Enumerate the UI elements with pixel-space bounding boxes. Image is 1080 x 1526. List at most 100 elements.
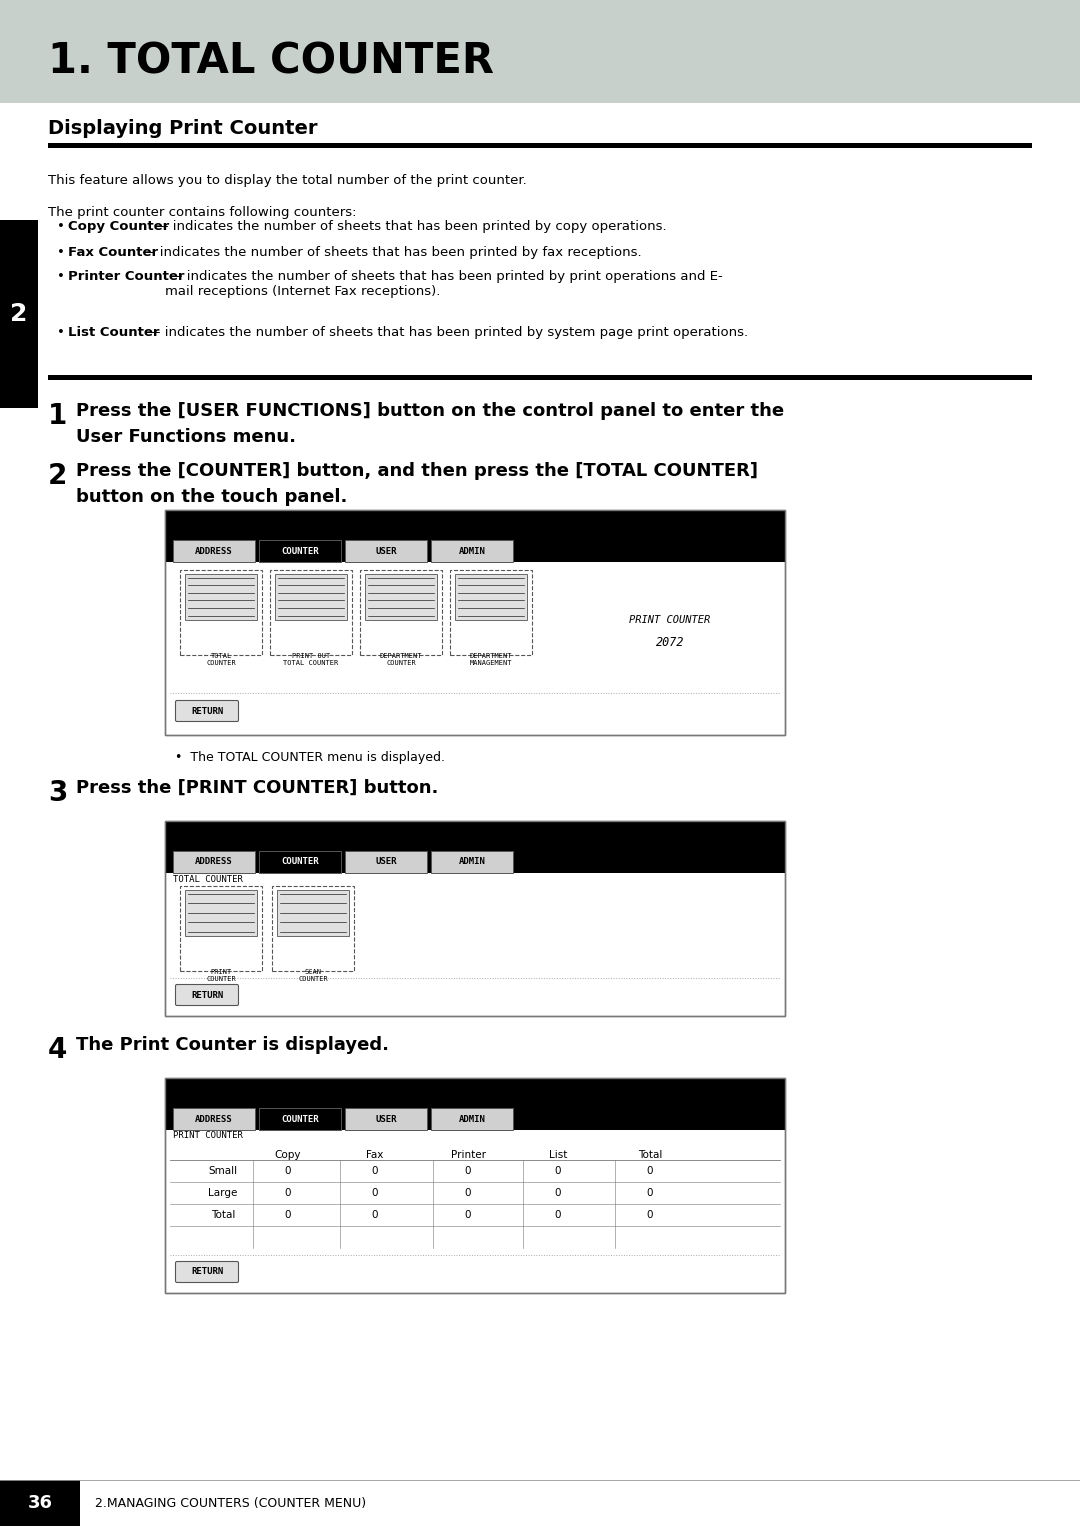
- Text: USER: USER: [375, 546, 396, 555]
- Text: Press the [PRINT COUNTER] button.: Press the [PRINT COUNTER] button.: [76, 778, 438, 797]
- Text: Printer Counter: Printer Counter: [68, 270, 185, 282]
- Bar: [48, 375, 1032, 380]
- FancyBboxPatch shape: [175, 700, 239, 722]
- Text: 0: 0: [372, 1210, 378, 1219]
- Text: 1. TOTAL COUNTER: 1. TOTAL COUNTER: [48, 41, 494, 82]
- Text: — indicates the number of sheets that has been printed by system page print oper: — indicates the number of sheets that ha…: [143, 327, 748, 339]
- Text: PRINT OUT
TOTAL COUNTER: PRINT OUT TOTAL COUNTER: [283, 653, 339, 665]
- Text: PRINT COUNTER: PRINT COUNTER: [630, 615, 711, 626]
- Text: — indicates the number of sheets that has been printed by fax receptions.: — indicates the number of sheets that ha…: [138, 246, 642, 259]
- Bar: [431, 852, 513, 873]
- Bar: [165, 1077, 785, 1129]
- Text: 3: 3: [48, 778, 67, 807]
- Text: COUNTER: COUNTER: [281, 858, 319, 867]
- Bar: [345, 1108, 427, 1129]
- Bar: [0, 1480, 80, 1526]
- Bar: [173, 1108, 255, 1129]
- Bar: [272, 887, 354, 971]
- Bar: [365, 574, 437, 620]
- Bar: [450, 571, 532, 655]
- Text: USER: USER: [375, 858, 396, 867]
- Text: Copy: Copy: [274, 1151, 301, 1160]
- Text: TOTAL COUNTER: TOTAL COUNTER: [173, 874, 243, 884]
- Bar: [180, 571, 262, 655]
- Text: ADMIN: ADMIN: [459, 546, 485, 555]
- Bar: [180, 887, 262, 971]
- Bar: [48, 143, 1032, 148]
- Bar: [276, 890, 349, 935]
- Bar: [431, 540, 513, 562]
- Text: button on the touch panel.: button on the touch panel.: [76, 488, 348, 507]
- Text: 0: 0: [647, 1210, 653, 1219]
- Text: Press the [COUNTER] button, and then press the [TOTAL COUNTER]: Press the [COUNTER] button, and then pre…: [76, 462, 758, 481]
- Text: List: List: [549, 1151, 567, 1160]
- Bar: [259, 852, 341, 873]
- Bar: [185, 890, 257, 935]
- FancyBboxPatch shape: [175, 984, 239, 1006]
- Text: Copy Counter: Copy Counter: [68, 220, 170, 233]
- Bar: [165, 821, 785, 1016]
- Text: 0: 0: [372, 1189, 378, 1198]
- Bar: [0, 220, 38, 407]
- Text: 0: 0: [464, 1189, 471, 1198]
- Text: 1: 1: [48, 401, 67, 430]
- Text: Large: Large: [208, 1189, 238, 1198]
- Text: Total: Total: [638, 1151, 662, 1160]
- Text: ADDRESS: ADDRESS: [195, 1114, 233, 1123]
- Bar: [165, 821, 785, 873]
- Text: 2: 2: [11, 302, 28, 327]
- Bar: [0, 0, 1080, 102]
- Text: This feature allows you to display the total number of the print counter.: This feature allows you to display the t…: [48, 174, 527, 188]
- Text: 0: 0: [285, 1210, 292, 1219]
- Text: 2072: 2072: [656, 635, 685, 649]
- Text: — indicates the number of sheets that has been printed by print operations and E: — indicates the number of sheets that ha…: [165, 270, 723, 298]
- Text: •: •: [57, 327, 65, 339]
- Text: 2: 2: [48, 462, 67, 490]
- Text: Total: Total: [211, 1210, 235, 1219]
- Text: — indicates the number of sheets that has been printed by copy operations.: — indicates the number of sheets that ha…: [151, 220, 666, 233]
- Text: User Functions menu.: User Functions menu.: [76, 427, 296, 446]
- Text: List Counter: List Counter: [68, 327, 160, 339]
- Text: 0: 0: [285, 1189, 292, 1198]
- Bar: [165, 510, 785, 736]
- Text: 0: 0: [555, 1210, 562, 1219]
- Text: •: •: [57, 220, 65, 233]
- Text: RETURN: RETURN: [191, 1268, 224, 1277]
- Text: ADDRESS: ADDRESS: [195, 858, 233, 867]
- Bar: [165, 510, 785, 562]
- Bar: [360, 571, 442, 655]
- Bar: [165, 510, 785, 736]
- Bar: [259, 540, 341, 562]
- Text: TOTAL
COUNTER: TOTAL COUNTER: [206, 653, 235, 665]
- Text: 0: 0: [464, 1210, 471, 1219]
- Bar: [431, 1108, 513, 1129]
- Text: 0: 0: [647, 1189, 653, 1198]
- Text: 0: 0: [647, 1166, 653, 1177]
- Bar: [345, 852, 427, 873]
- Bar: [275, 574, 347, 620]
- Text: COUNTER: COUNTER: [281, 546, 319, 555]
- Text: Fax Counter: Fax Counter: [68, 246, 158, 259]
- Text: Printer: Printer: [450, 1151, 486, 1160]
- Text: The print counter contains following counters:: The print counter contains following cou…: [48, 206, 356, 220]
- Text: DEPARTMENT
MANAGEMENT: DEPARTMENT MANAGEMENT: [470, 653, 512, 665]
- Bar: [259, 1108, 341, 1129]
- Text: COUNTER: COUNTER: [281, 1114, 319, 1123]
- Bar: [165, 1077, 785, 1293]
- FancyBboxPatch shape: [175, 1262, 239, 1282]
- Text: Fax: Fax: [366, 1151, 383, 1160]
- Text: •: •: [57, 270, 65, 282]
- Text: 0: 0: [464, 1166, 471, 1177]
- Text: ADDRESS: ADDRESS: [195, 546, 233, 555]
- Text: ADMIN: ADMIN: [459, 858, 485, 867]
- Text: •: •: [57, 246, 65, 259]
- Bar: [173, 540, 255, 562]
- Text: 0: 0: [285, 1166, 292, 1177]
- Text: •  The TOTAL COUNTER menu is displayed.: • The TOTAL COUNTER menu is displayed.: [175, 751, 445, 765]
- Text: 36: 36: [27, 1494, 53, 1512]
- Bar: [455, 574, 527, 620]
- Bar: [345, 540, 427, 562]
- Text: RETURN: RETURN: [191, 990, 224, 1000]
- Text: DEPARTMENT
COUNTER: DEPARTMENT COUNTER: [380, 653, 422, 665]
- Text: 0: 0: [372, 1166, 378, 1177]
